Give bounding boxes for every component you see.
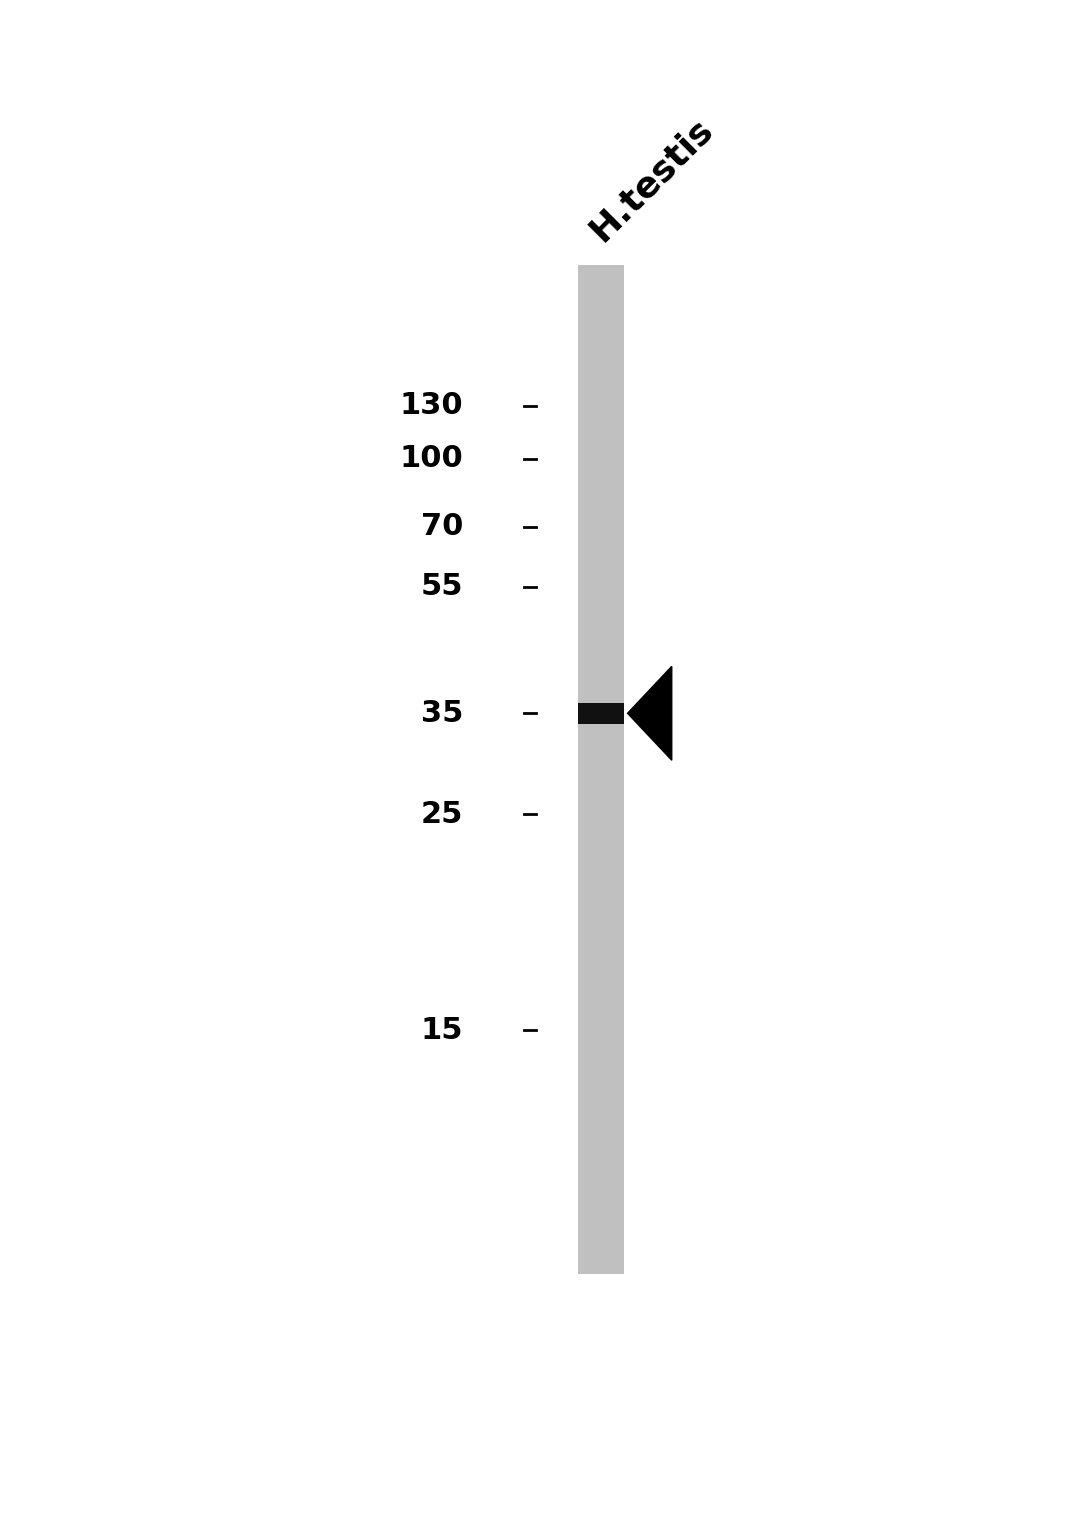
Text: 70: 70 <box>421 512 463 541</box>
Bar <box>578 703 624 724</box>
Text: 15: 15 <box>421 1015 463 1044</box>
Text: 130: 130 <box>400 392 463 421</box>
Text: 100: 100 <box>400 443 463 472</box>
Text: 35: 35 <box>421 700 463 728</box>
Text: H.testis: H.testis <box>584 111 720 247</box>
Bar <box>578 265 624 1274</box>
Text: 55: 55 <box>421 572 463 600</box>
Polygon shape <box>628 666 672 760</box>
Text: 25: 25 <box>421 800 463 829</box>
